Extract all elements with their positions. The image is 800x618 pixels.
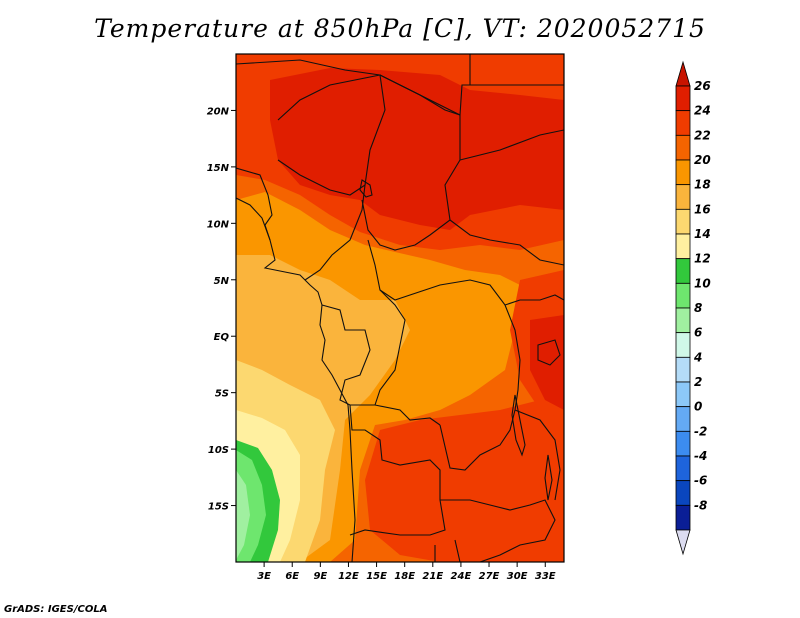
colorbar-label: 10 [694, 276, 711, 290]
border-angola [349, 404, 446, 536]
lon-tick-label: 12E [338, 571, 359, 582]
lat-tick-label: 20N [207, 106, 230, 117]
border-zambia [440, 499, 556, 562]
colorbar-label: 16 [694, 202, 711, 216]
field-band-8 [236, 470, 250, 560]
colorbar-swatch [675, 85, 691, 112]
border-nigeria [277, 159, 366, 281]
lat-tick-label: EQ [214, 332, 230, 343]
border-west [236, 167, 273, 241]
colorbar-label: 0 [694, 400, 702, 414]
colorbar-label: 12 [694, 252, 711, 266]
colorbar-label: 26 [694, 79, 711, 93]
colorbar-label: 8 [694, 301, 702, 315]
lat-tick-label: 10N [207, 219, 230, 230]
colorbar-swatch [675, 184, 691, 210]
colorbar-swatch [675, 332, 691, 358]
lat-tick-label: 15S [208, 502, 229, 513]
colorbar-swatch [675, 381, 691, 408]
lat-tick-label: 5N [214, 276, 230, 287]
field-band-26-east [530, 315, 564, 410]
lon-tick-label: 27E [479, 571, 500, 582]
border-sudan [449, 84, 564, 266]
colorbar-swatch [675, 455, 691, 482]
border-chad [361, 74, 461, 251]
border-congo [321, 304, 441, 426]
colorbar-label: 18 [694, 178, 711, 192]
colorbar-swatch [675, 430, 691, 457]
colorbar-label: 20 [694, 153, 711, 167]
lon-tick-label: 33E [535, 571, 556, 582]
latitude-axis: 20N 15N 10N 5N EQ 5S 10S 15S [207, 106, 236, 513]
colorbar-label: -6 [694, 474, 707, 488]
colorbar-swatch [675, 208, 691, 235]
colorbar-swatch [675, 307, 691, 334]
lon-tick-label: 24E [451, 571, 472, 582]
colorbar-swatch [675, 282, 691, 309]
border-north-1 [236, 54, 471, 116]
colorbar-label: -2 [694, 424, 707, 438]
colorbar-label: 14 [694, 227, 711, 241]
longitude-axis: 3E 6E 9E 12E 15E 18E 21E 24E 27E 30E 33E [257, 562, 556, 582]
border-east [434, 294, 564, 562]
temperature-field [236, 54, 564, 562]
lon-tick-label: 18E [394, 571, 415, 582]
colorbar-label: 2 [694, 375, 702, 389]
lat-tick-label: 5S [215, 389, 229, 400]
colorbar-swatch [675, 233, 691, 260]
lake-malawi [544, 454, 553, 501]
lake-victoria [537, 339, 561, 366]
colorbar-label: 6 [694, 326, 702, 340]
field-band-26-north [270, 68, 564, 230]
lon-tick-label: 3E [257, 571, 271, 582]
map-title: Temperature at 850hPa [C], VT: 202005271… [94, 14, 706, 43]
lon-tick-label: 30E [507, 571, 528, 582]
colorbar-swatch [675, 110, 691, 136]
lat-tick-label: 15N [207, 163, 230, 174]
colorbar-swatch [675, 356, 691, 383]
lon-tick-label: 9E [313, 571, 327, 582]
border-drc [374, 289, 521, 471]
lon-tick-label: 21E [422, 571, 443, 582]
lake-chad [359, 179, 373, 198]
country-borders [236, 54, 564, 562]
colorbar-label: 24 [694, 104, 711, 118]
colorbar-label: 4 [693, 350, 702, 364]
border-car [367, 239, 521, 306]
grads-credit: GrADS: IGES/COLA [4, 604, 108, 615]
colorbar-label: 22 [694, 128, 711, 142]
field-band-24-south [365, 395, 564, 562]
colorbar-top-arrow [675, 60, 691, 87]
colorbar-label: -8 [694, 498, 707, 512]
lake-tanganyika [511, 394, 526, 457]
colorbar-swatch [675, 258, 691, 284]
colorbar-bottom-arrow [675, 529, 691, 556]
colorbar-swatch [675, 480, 691, 506]
map-frame [235, 53, 565, 563]
lat-tick-label: 10S [208, 445, 229, 456]
lon-tick-label: 15E [366, 571, 387, 582]
colorbar-swatch [675, 406, 691, 432]
colorbar-swatch [675, 134, 691, 161]
colorbar-swatch [675, 504, 691, 531]
colorbar-swatch [675, 159, 691, 186]
lon-tick-label: 6E [285, 571, 299, 582]
colorbar-label: -4 [694, 449, 707, 463]
